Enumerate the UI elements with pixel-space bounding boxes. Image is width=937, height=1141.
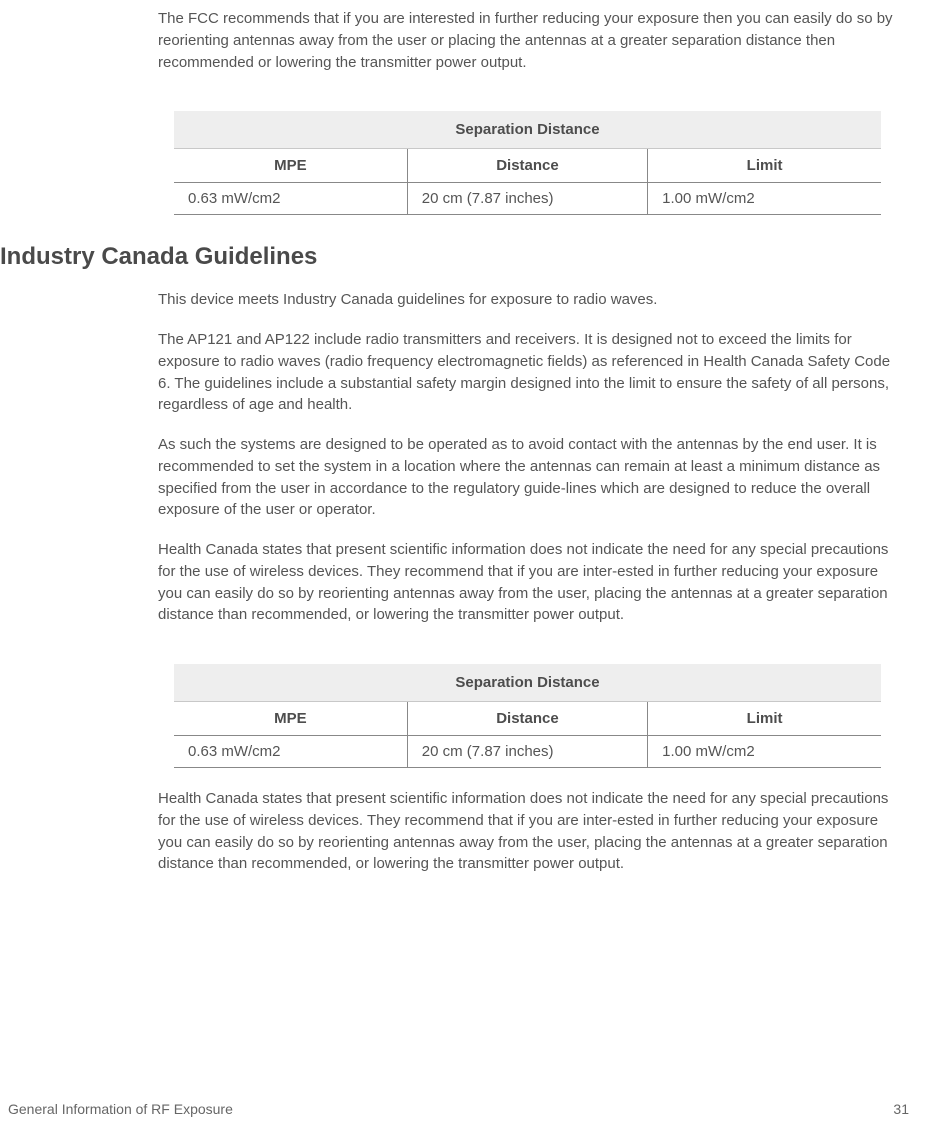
page-footer: General Information of RF Exposure 31 bbox=[0, 1101, 937, 1117]
ic-paragraph-2: The AP121 and AP122 include radio transm… bbox=[158, 329, 897, 416]
table1-header-mpe: MPE bbox=[174, 149, 407, 183]
ic-paragraph-4: Health Canada states that present scient… bbox=[158, 539, 897, 626]
table1-header-distance: Distance bbox=[407, 149, 647, 183]
table2-cell-distance: 20 cm (7.87 inches) bbox=[407, 736, 647, 768]
footer-page-number: 31 bbox=[893, 1101, 909, 1117]
separation-distance-table-2: Separation Distance MPE Distance Limit 0… bbox=[174, 664, 881, 768]
table1-header-limit: Limit bbox=[648, 149, 881, 183]
table-row: 0.63 mW/cm2 20 cm (7.87 inches) 1.00 mW/… bbox=[174, 736, 881, 768]
table2-header-distance: Distance bbox=[407, 702, 647, 736]
table-row: 0.63 mW/cm2 20 cm (7.87 inches) 1.00 mW/… bbox=[174, 183, 881, 215]
ic-paragraph-1: This device meets Industry Canada guidel… bbox=[158, 289, 897, 311]
ic-paragraph-3: As such the systems are designed to be o… bbox=[158, 434, 897, 521]
industry-canada-heading: Industry Canada Guidelines bbox=[0, 243, 897, 271]
table1-title: Separation Distance bbox=[174, 111, 881, 149]
fcc-intro-paragraph: The FCC recommends that if you are inter… bbox=[158, 8, 897, 73]
ic-paragraph-5: Health Canada states that present scient… bbox=[158, 788, 897, 875]
table1-cell-distance: 20 cm (7.87 inches) bbox=[407, 183, 647, 215]
table1-cell-limit: 1.00 mW/cm2 bbox=[648, 183, 881, 215]
table1-cell-mpe: 0.63 mW/cm2 bbox=[174, 183, 407, 215]
table2-header-mpe: MPE bbox=[174, 702, 407, 736]
table2-header-limit: Limit bbox=[648, 702, 881, 736]
table2-cell-limit: 1.00 mW/cm2 bbox=[648, 736, 881, 768]
separation-distance-table-1: Separation Distance MPE Distance Limit 0… bbox=[174, 111, 881, 215]
table2-title: Separation Distance bbox=[174, 664, 881, 702]
footer-section-title: General Information of RF Exposure bbox=[8, 1101, 233, 1117]
table2-cell-mpe: 0.63 mW/cm2 bbox=[174, 736, 407, 768]
